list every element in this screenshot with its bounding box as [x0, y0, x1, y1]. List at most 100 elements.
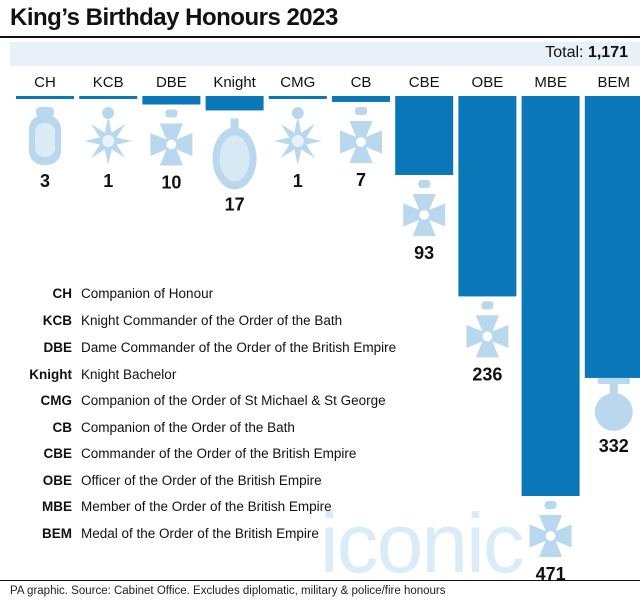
- star-cross-icon: [291, 107, 304, 119]
- maltese-cross-icon: [159, 123, 183, 145]
- legend-abbr: OBE: [42, 473, 72, 488]
- bar: [458, 96, 517, 297]
- maltese-cross-icon: [487, 324, 509, 348]
- value-label: 93: [414, 243, 434, 263]
- maltese-cross-icon: [529, 524, 551, 548]
- legend-desc: Member of the Order of the British Empir…: [81, 499, 332, 514]
- maltese-cross-icon-centre: [480, 329, 495, 344]
- maltese-cross-icon-crown: [418, 179, 431, 188]
- legend-abbr: KCB: [42, 313, 72, 328]
- maltese-cross-icon: [349, 120, 373, 142]
- category-label: KCB: [93, 74, 124, 91]
- legend-desc: Knight Bachelor: [81, 367, 177, 382]
- total-band: [10, 42, 640, 66]
- bar: [332, 96, 390, 102]
- maltese-cross-icon-crown: [355, 106, 367, 115]
- legend-desc: Commander of the Order of the British Em…: [81, 446, 357, 461]
- round-medal-icon: [594, 392, 633, 431]
- maltese-cross-icon: [361, 130, 382, 154]
- knight-badge-icon: [230, 118, 239, 129]
- round-medal-icon: [597, 377, 630, 384]
- value-label: 471: [536, 564, 566, 584]
- maltese-cross-icon: [539, 515, 563, 536]
- maltese-cross-icon: [475, 315, 499, 337]
- maltese-cross-icon: [340, 130, 361, 154]
- total-readout: Total: 1,171: [545, 44, 628, 62]
- source-note: PA graphic. Source: Cabinet Office. Excl…: [10, 585, 446, 597]
- star-cross-icon: [291, 135, 304, 147]
- ch-medal-icon: [35, 123, 55, 157]
- iconic-watermark-logo: iconic: [320, 500, 525, 580]
- legend-desc: Companion of the Order of the Bath: [81, 420, 295, 435]
- maltese-cross-icon: [466, 324, 488, 348]
- knight-badge-icon: [212, 127, 257, 190]
- legend-abbr: CMG: [40, 393, 73, 408]
- value-label: 236: [472, 364, 502, 384]
- maltese-cross-icon: [550, 524, 572, 548]
- bar: [395, 96, 454, 175]
- round-medal-icon: [609, 383, 618, 394]
- legend-abbr: DBE: [43, 340, 72, 355]
- legend-abbr: Knight: [29, 367, 72, 382]
- maltese-cross-icon-centre: [164, 137, 179, 152]
- bar: [16, 96, 74, 99]
- bar: [79, 96, 138, 99]
- legend-desc: Dame Commander of the Order of the Briti…: [81, 340, 397, 355]
- maltese-cross-icon-centre: [543, 529, 558, 543]
- maltese-cross-icon: [412, 214, 436, 236]
- maltese-cross-icon: [412, 193, 436, 215]
- category-label: OBE: [472, 74, 504, 91]
- bar: [268, 96, 327, 99]
- maltese-cross-icon-centre: [417, 208, 432, 222]
- maltese-cross-icon-crown: [544, 501, 557, 509]
- maltese-cross-icon-centre: [354, 135, 368, 149]
- maltese-cross-icon: [403, 203, 425, 227]
- maltese-cross-icon: [159, 144, 183, 166]
- total-value: 1,171: [587, 44, 628, 61]
- maltese-cross-icon-crown: [165, 109, 178, 118]
- knight-badge-icon: [219, 135, 250, 182]
- maltese-cross-icon: [475, 336, 499, 358]
- value-label: 332: [599, 436, 629, 456]
- category-label: CB: [351, 74, 372, 91]
- category-label: DBE: [156, 74, 187, 91]
- footer-divider: [0, 580, 640, 581]
- maltese-cross-icon: [424, 203, 446, 227]
- maltese-cross-icon: [539, 536, 563, 557]
- legend-abbr: CBE: [43, 446, 72, 461]
- bar: [521, 96, 580, 496]
- value-label: 1: [293, 171, 303, 191]
- category-label: CMG: [280, 74, 315, 91]
- legend-desc: Officer of the Order of the British Empi…: [81, 473, 322, 488]
- bar: [584, 96, 640, 378]
- value-label: 3: [40, 171, 50, 191]
- category-label: CH: [34, 74, 56, 91]
- page-title: King’s Birthday Honours 2023: [10, 4, 338, 31]
- value-label: 10: [161, 172, 181, 192]
- legend-abbr: CH: [52, 286, 73, 301]
- title-divider: [0, 36, 640, 38]
- maltese-cross-icon: [349, 141, 373, 163]
- bar: [205, 96, 264, 111]
- bar: [142, 96, 201, 105]
- legend-abbr: CB: [52, 420, 73, 435]
- legend-desc: Medal of the Order of the British Empire: [81, 526, 319, 541]
- value-label: 1: [103, 171, 113, 191]
- legend-desc: Companion of Honour: [81, 286, 214, 301]
- star-cross-icon: [102, 135, 115, 147]
- maltese-cross-icon-crown: [481, 301, 494, 310]
- star-cross-icon: [102, 107, 115, 119]
- ch-medal-icon: [36, 107, 54, 117]
- legend-abbr: BEM: [42, 526, 72, 541]
- legend-abbr: MBE: [42, 499, 72, 514]
- category-label: MBE: [534, 74, 567, 91]
- total-label: Total:: [545, 44, 584, 61]
- legend-desc: Knight Commander of the Order of the Bat…: [81, 313, 343, 328]
- value-label: 7: [356, 170, 366, 190]
- category-label: Knight: [213, 74, 256, 91]
- maltese-cross-icon: [150, 132, 172, 157]
- category-label: CBE: [409, 74, 440, 91]
- value-label: 17: [225, 194, 245, 214]
- maltese-cross-icon: [171, 132, 193, 157]
